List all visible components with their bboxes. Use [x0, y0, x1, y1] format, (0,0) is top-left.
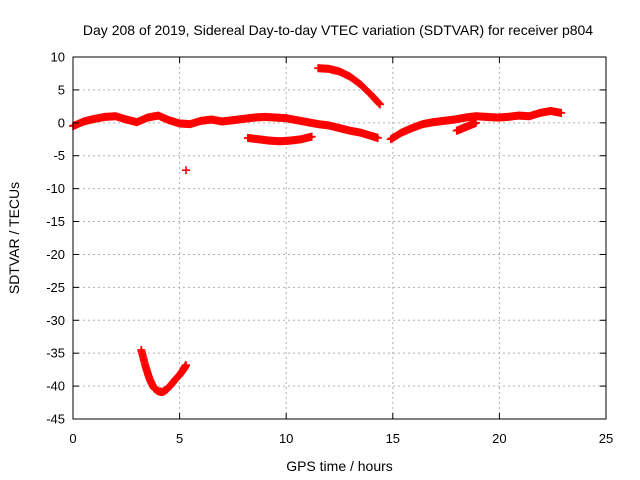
- data-point: [471, 118, 480, 127]
- y-tick-label: -15: [46, 214, 65, 229]
- data-point: [557, 108, 566, 117]
- axis-ticks: 0 5 10 15 20 25 10 5 0 -5 -10 -15 -20 -25 -30 -35 -40 -45: [46, 50, 613, 447]
- y-tick-label: -40: [46, 379, 65, 394]
- y-tick-label: 0: [58, 115, 65, 130]
- y-tick-label: -25: [46, 280, 65, 295]
- y-tick-label: -30: [46, 313, 65, 328]
- data-point: [307, 132, 316, 141]
- data-point: [374, 98, 383, 107]
- y-tick-label: -5: [53, 148, 65, 163]
- x-tick-label: 25: [599, 431, 613, 446]
- y-tick-label: -45: [46, 412, 65, 427]
- y-axis-label: SDTVAR / TECUs: [6, 182, 22, 294]
- plot-frame: [72, 56, 607, 420]
- data-point: [376, 100, 385, 109]
- data-point: [373, 133, 382, 142]
- y-tick-label: 5: [58, 82, 65, 97]
- x-tick-label: 0: [69, 431, 76, 446]
- x-tick-label: 15: [386, 431, 400, 446]
- y-tick-label: -10: [46, 181, 65, 196]
- data-point: [181, 361, 190, 370]
- x-tick-label: 20: [492, 431, 506, 446]
- x-axis-label: GPS time / hours: [286, 458, 393, 474]
- x-tick-label: 5: [176, 431, 183, 446]
- y-tick-label: -20: [46, 247, 65, 262]
- data-points: [69, 64, 566, 397]
- data-point: [181, 166, 190, 175]
- grid: [73, 57, 606, 419]
- y-tick-label: -35: [46, 346, 65, 361]
- y-tick-label: 10: [51, 50, 65, 65]
- x-tick-label: 10: [279, 431, 293, 446]
- chart-title: Day 208 of 2019, Sidereal Day-to-day VTE…: [83, 22, 593, 38]
- data-point: [375, 99, 384, 108]
